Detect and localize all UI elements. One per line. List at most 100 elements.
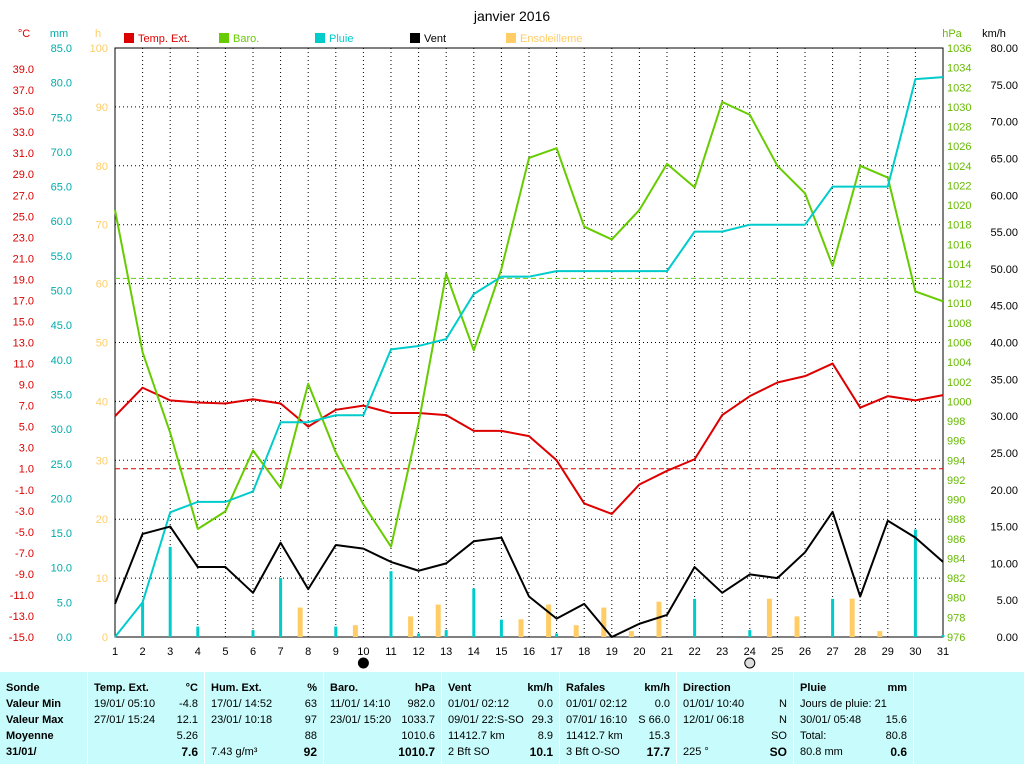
temp-header: Temp. Ext. [94, 682, 149, 694]
tick-x-1: 1 [112, 646, 118, 658]
axis-unit-wind: km/h [982, 28, 1006, 40]
label-max: Valeur Max [6, 714, 64, 726]
rain-bar-17 [555, 633, 559, 637]
gusts-min-value: 0.0 [654, 698, 670, 710]
tick-x-2: 2 [140, 646, 146, 658]
tick-sun-7: 30 [96, 455, 108, 467]
tick-temp-3: 33.0 [13, 127, 34, 139]
tick-x-27: 27 [826, 646, 838, 658]
tick-sun-8: 20 [96, 514, 108, 526]
rain-header: Pluie [800, 682, 827, 694]
tick-wind-8: 40.00 [990, 338, 1018, 350]
tick-temp-1: 37.0 [13, 85, 34, 97]
new-moon-icon [357, 657, 369, 669]
legend-swatch-3 [410, 33, 420, 43]
tick-temp-13: 13.0 [13, 338, 34, 350]
temp-avg-value: 5.26 [176, 730, 198, 742]
hum-header: Hum. Ext. [211, 682, 262, 694]
direction-max-value: N [779, 714, 787, 726]
sun-bar-16 [518, 619, 524, 637]
tick-sun-5: 50 [96, 338, 108, 350]
tick-x-22: 22 [688, 646, 700, 658]
weather-chart: janvier 2016 Temp. Ext. Baro. Pluie Vent Enso… [9, 8, 1018, 669]
sun-bar-29 [877, 631, 883, 637]
tick-x-31: 31 [937, 646, 949, 658]
label-moyenne: Moyenne [6, 730, 54, 742]
tick-pressure-0: 1036 [947, 43, 971, 55]
gusts-beaufort: 3 Bft O-SO [566, 746, 620, 758]
direction-degrees: 225 ° [683, 746, 709, 758]
tick-wind-10: 30.00 [990, 411, 1018, 423]
gusts-unit: km/h [644, 682, 670, 694]
tick-wind-14: 10.00 [990, 558, 1018, 570]
tick-pressure-12: 1012 [947, 279, 971, 291]
hum-max-date: 23/01/ 10:18 [211, 714, 273, 726]
rain-total-label: Total: [800, 730, 827, 742]
wind-max-date: 09/01/ 22:S-SO [448, 714, 524, 726]
wind-beaufort: 2 Bft SO [448, 746, 490, 758]
baro-max-value: 1033.7 [401, 714, 435, 726]
rain-bar-15 [499, 619, 503, 637]
tick-pressure-17: 1002 [947, 377, 971, 389]
gusts-max-value: S 66.0 [638, 714, 670, 726]
rain-bar-13 [444, 630, 448, 637]
tick-x-12: 12 [412, 646, 424, 658]
tick-temp-10: 19.0 [13, 274, 34, 286]
tick-x-14: 14 [468, 646, 480, 658]
tick-x-24: 24 [744, 646, 756, 658]
tick-temp-25: -11.0 [10, 590, 34, 602]
gusts-distance: 11412.7 km [566, 730, 623, 742]
series-line-pluie [114, 76, 944, 638]
tick-wind-0: 80.00 [990, 43, 1018, 55]
axis-unit-temp: °C [18, 28, 30, 40]
tick-sun-1: 90 [96, 102, 108, 114]
gusts-header: Rafales [566, 682, 606, 694]
sun-bar-18 [573, 625, 579, 637]
rain-bar-31 [941, 634, 945, 637]
legend-swatch-1 [219, 33, 229, 43]
tick-pressure-16: 1004 [947, 357, 971, 369]
hum-avg-value: 88 [304, 730, 317, 742]
tick-rain-1: 80.0 [51, 78, 72, 90]
tick-rain-2: 75.0 [51, 112, 72, 124]
tick-rain-8: 45.0 [51, 320, 72, 332]
tick-pressure-15: 1006 [947, 338, 971, 350]
tick-temp-14: 11.0 [13, 359, 34, 371]
tick-temp-6: 27.0 [13, 190, 34, 202]
tick-temp-18: 3.0 [19, 443, 34, 455]
tick-pressure-8: 1020 [947, 200, 971, 212]
hum-day-value: 92 [303, 745, 317, 759]
tick-pressure-2: 1032 [947, 82, 971, 94]
hum-unit: % [307, 682, 317, 694]
tick-pressure-7: 1022 [947, 180, 971, 192]
tick-temp-20: -1.0 [15, 485, 34, 497]
tick-temp-9: 21.0 [13, 253, 34, 265]
tick-pressure-5: 1026 [947, 141, 971, 153]
tick-x-23: 23 [716, 646, 728, 658]
tick-rain-13: 20.0 [51, 493, 72, 505]
tick-x-25: 25 [771, 646, 783, 658]
tick-rain-17: 0.0 [57, 632, 72, 644]
rain-month-total: 80.8 mm [800, 746, 843, 758]
wind-distance: 11412.7 km [448, 730, 505, 742]
rain-bar-24 [748, 630, 752, 637]
gusts-column: Rafales km/h 01/01/ 02:12 0.0 07/01/ 16:10… [560, 672, 677, 764]
rain-bar-30 [913, 529, 917, 637]
baro-column: Baro. hPa 11/01/ 14:10 982.0 23/01/ 15:20 1… [324, 672, 442, 764]
tick-pressure-4: 1028 [947, 122, 971, 134]
tick-sun-4: 60 [96, 279, 108, 291]
tick-pressure-11: 1014 [947, 259, 971, 271]
series-line-baro [114, 100, 944, 548]
sun-bar-28 [849, 598, 855, 637]
rain-unit: mm [887, 682, 907, 694]
sun-bar-12 [408, 616, 414, 637]
tick-temp-8: 23.0 [13, 232, 34, 244]
legend-label-0: Temp. Ext. [138, 33, 190, 45]
tick-temp-17: 5.0 [19, 422, 34, 434]
tick-x-9: 9 [333, 646, 339, 658]
tick-wind-1: 75.00 [990, 80, 1018, 92]
temp-day-value: 7.6 [181, 745, 198, 759]
rain-days: Jours de pluie: 21 [800, 698, 887, 710]
baro-header: Baro. [330, 682, 359, 694]
humidity-column: Hum. Ext.% 17/01/ 14:52 63 23/01/ 10:18 97… [205, 672, 324, 764]
